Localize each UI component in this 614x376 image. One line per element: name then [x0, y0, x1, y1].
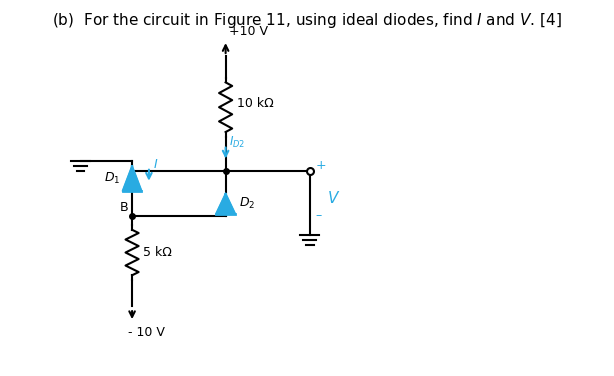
Text: $D_2$: $D_2$: [239, 196, 255, 211]
Text: 5 kΩ: 5 kΩ: [143, 246, 172, 259]
Text: +: +: [316, 159, 326, 172]
Text: $I_{D2}$: $I_{D2}$: [230, 135, 246, 150]
Text: –: –: [316, 209, 322, 222]
Polygon shape: [216, 194, 235, 214]
Text: +10 V: +10 V: [230, 25, 268, 38]
Text: - 10 V: - 10 V: [128, 326, 165, 339]
Polygon shape: [123, 166, 141, 191]
Text: (b)  For the circuit in Figure 11, using ideal diodes, find $I$ and $V$. [4]: (b) For the circuit in Figure 11, using …: [52, 11, 562, 30]
Text: $V$: $V$: [327, 190, 340, 206]
Text: $I$: $I$: [153, 158, 158, 171]
Text: 10 kΩ: 10 kΩ: [237, 97, 274, 110]
Text: B: B: [120, 201, 128, 214]
Text: $D_1$: $D_1$: [104, 171, 121, 186]
